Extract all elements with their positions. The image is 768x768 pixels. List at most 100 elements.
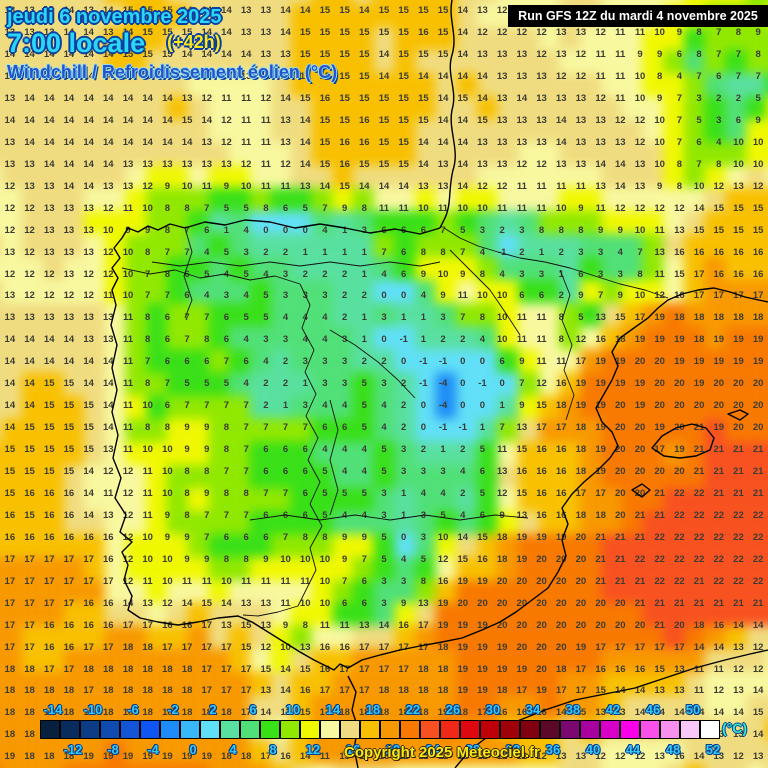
windchill-value: 11 [615, 27, 626, 39]
windchill-value: 16 [63, 641, 75, 653]
windchill-value: 17 [43, 663, 55, 675]
colorbar-tick-label: 32 [505, 742, 521, 757]
windchill-value: 7 [755, 71, 761, 83]
windchill-value: 19 [752, 356, 764, 368]
heatmap-cell [456, 165, 478, 189]
heatmap-cell [642, 26, 664, 50]
windchill-value: 11 [260, 114, 271, 126]
windchill-value: 22 [674, 509, 685, 521]
heatmap-cell [580, 188, 602, 212]
windchill-value: 15 [654, 663, 665, 675]
windchill-value: 14 [240, 49, 252, 61]
heatmap-cell [63, 418, 85, 442]
windchill-value: 9 [637, 49, 643, 61]
windchill-value: 12 [496, 5, 508, 17]
heatmap-cell [0, 3, 2, 27]
heatmap-cell [1, 648, 23, 672]
windchill-value: 14 [595, 158, 606, 170]
windchill-value: 10 [319, 597, 331, 609]
windchill-value: 19 [555, 531, 567, 543]
windchill-value: 14 [260, 707, 272, 719]
windchill-value: 16 [103, 553, 114, 565]
windchill-value: 10 [299, 553, 311, 565]
heatmap-cell [22, 718, 43, 742]
windchill-value: 5 [440, 509, 446, 521]
heatmap-cell [725, 188, 746, 212]
windchill-value: 19 [615, 378, 626, 390]
forecast-date: jeudi 6 novembre 2025 [7, 6, 222, 28]
heatmap-cell [166, 3, 188, 27]
windchill-value: 17 [24, 575, 35, 587]
colorbar-swatch [540, 720, 560, 739]
windchill-value: 12 [103, 466, 114, 478]
windchill-value: 3 [716, 114, 722, 126]
windchill-value: 15 [299, 663, 311, 675]
windchill-value: 1 [282, 400, 289, 412]
windchill-value: 21 [733, 444, 744, 456]
heatmap-cell [1, 441, 23, 465]
windchill-value: 14 [43, 158, 55, 170]
heatmap-cell [290, 0, 312, 4]
windchill-value: 11 [122, 378, 134, 390]
windchill-value: 0 [263, 224, 269, 236]
windchill-value: 12 [654, 290, 665, 302]
heatmap-cell [539, 119, 560, 143]
heatmap-cell [1, 510, 23, 534]
windchill-value: 2 [263, 400, 269, 412]
windchill-value: 14 [83, 466, 94, 478]
windchill-value: 15 [319, 71, 331, 83]
windchill-value: 15 [713, 202, 725, 214]
heatmap-cell [22, 510, 43, 534]
heatmap-cell [766, 142, 768, 166]
windchill-value: 13 [634, 180, 646, 192]
windchill-value: 13 [575, 27, 587, 39]
heatmap-cell [84, 349, 105, 373]
heatmap-cell [725, 26, 746, 50]
windchill-value: 7 [637, 246, 643, 258]
windchill-value: 20 [595, 597, 606, 609]
windchill-value: 13 [280, 114, 291, 126]
heatmap-cell [146, 741, 167, 765]
windchill-value: 10 [319, 553, 331, 565]
windchill-value: 16 [43, 487, 55, 499]
windchill-value: 3 [381, 575, 387, 587]
heatmap-cell [373, 142, 395, 166]
heatmap-cell [1, 533, 23, 557]
windchill-value: 12 [122, 575, 134, 587]
windchill-value: 2 [440, 334, 446, 346]
windchill-value: 20 [555, 641, 567, 653]
windchill-value: 14 [457, 5, 469, 17]
windchill-value: 8 [302, 531, 308, 543]
windchill-value: 14 [83, 356, 94, 368]
windchill-value: 13 [63, 268, 75, 280]
heatmap-cell [0, 326, 2, 350]
heatmap-cell [84, 3, 105, 27]
windchill-value: 14 [83, 378, 94, 390]
windchill-value: 16 [63, 509, 75, 521]
windchill-value: 14 [122, 114, 134, 126]
windchill-value: 15 [437, 49, 449, 61]
heatmap-cell [559, 119, 581, 143]
windchill-value: 16 [674, 246, 685, 258]
windchill-value: 13 [4, 158, 16, 170]
heatmap-cell [22, 3, 43, 27]
heatmap-cell [63, 326, 85, 350]
windchill-value: 13 [181, 92, 193, 104]
windchill-value: 21 [752, 444, 764, 456]
heatmap-cell [125, 142, 147, 166]
heatmap-cell [580, 119, 602, 143]
heatmap-cell [42, 671, 64, 696]
heatmap-cell [311, 3, 333, 27]
heatmap-cell [166, 764, 188, 768]
windchill-value: 19 [654, 334, 665, 346]
heatmap-cell [642, 119, 664, 143]
heatmap-cell [249, 165, 271, 189]
windchill-value: 9 [184, 422, 190, 434]
colorbar-tick-label: -2 [167, 702, 179, 717]
windchill-value: 7 [735, 71, 742, 83]
heatmap-cell [456, 26, 478, 50]
windchill-value: 11 [595, 202, 606, 214]
windchill-value: 6 [361, 575, 367, 587]
windchill-value: 7 [184, 334, 190, 346]
windchill-value: 2 [341, 268, 348, 280]
